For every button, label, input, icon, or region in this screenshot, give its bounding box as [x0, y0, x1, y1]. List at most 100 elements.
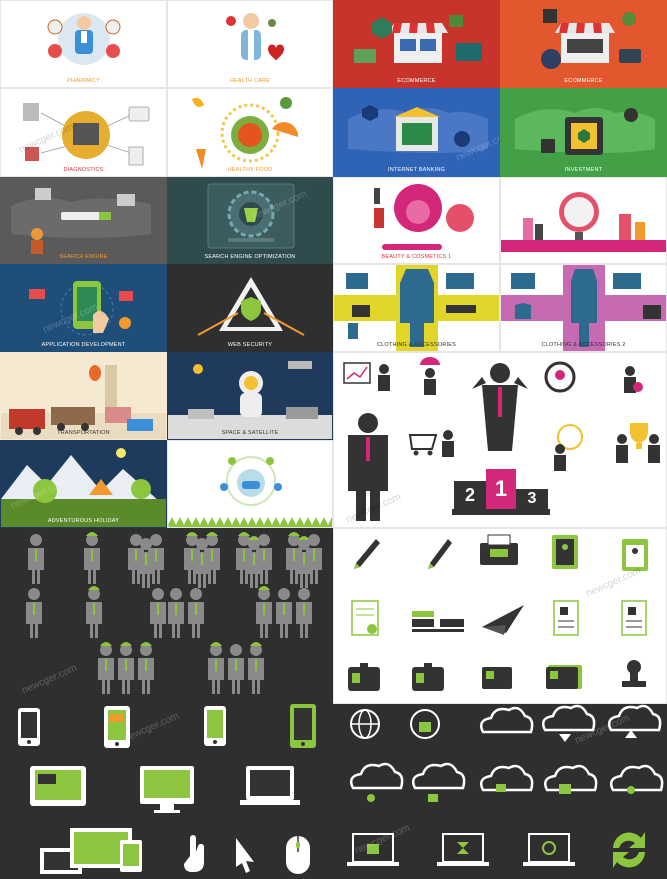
- presentation-icon: [343, 362, 390, 391]
- id-card-icon: [621, 600, 647, 636]
- shop-icon: [354, 15, 482, 63]
- tile-caption: APPLICATION DEVELOPMENT: [41, 342, 126, 348]
- refresh-icon: [613, 832, 645, 868]
- tile-health-care[interactable]: HEALTH CARE: [167, 0, 333, 88]
- tile-clothing-2[interactable]: CLOTHING & ACCESSORIES 2: [500, 264, 667, 352]
- safe-icon: [515, 108, 655, 155]
- notebook-icon: [552, 535, 578, 569]
- badge-icon: [348, 663, 380, 691]
- globe-lock-icon: [410, 709, 440, 739]
- apple-icon: [192, 97, 299, 169]
- id-card-icon: [553, 600, 579, 636]
- books-icon: [412, 611, 464, 632]
- podium-icon: [452, 469, 550, 515]
- tile-caption: BEAUTY & COSMETICS 1: [381, 254, 452, 260]
- tile-internet-banking[interactable]: newcger.com INTERNET BANKING: [333, 88, 500, 177]
- tile-caption: ADVENTUROUS HOLIDAY: [47, 518, 120, 524]
- devices-icon: [40, 828, 142, 874]
- tile-caption: WEB SECURITY: [227, 342, 273, 348]
- tile-beauty-2[interactable]: BEAUTY & COSMETICS 2: [500, 177, 667, 264]
- tile-seo[interactable]: newcger.com SEARCH ENGINE OPTIMIZATION: [167, 177, 333, 264]
- badge-icon: [412, 663, 444, 691]
- tile-healthy-food[interactable]: HEALTHY FOOD: [167, 88, 333, 177]
- tile-transportation[interactable]: TRANSPORTATION: [0, 352, 167, 440]
- tile-caption: DIAGNOSTICS: [63, 167, 104, 173]
- tile-ecommerce-2[interactable]: ECOMMERCE: [500, 0, 667, 88]
- gear-icon: [207, 183, 295, 249]
- tile-caption: SEARCH ENGINE: [59, 254, 108, 260]
- devices-panel: newcger.com: [0, 704, 333, 879]
- pharmacy-icon: [47, 13, 121, 65]
- podium-third: 3: [527, 490, 537, 507]
- search-icon: [11, 188, 151, 254]
- phone-icon: [29, 281, 133, 336]
- eco-icon: [168, 456, 332, 527]
- business-card-icon: [482, 667, 512, 689]
- business-panel: 2 1 3 newcger.com: [333, 352, 667, 528]
- podium-first: 1: [494, 476, 508, 501]
- tile-caption: INTERNET BANKING: [388, 167, 445, 173]
- mouse-icon: [286, 836, 310, 874]
- pen-icon: [354, 539, 380, 569]
- tile-caption: ECOMMERCE: [564, 78, 603, 84]
- tile-caption: TRANSPORTATION: [57, 430, 110, 436]
- podium-second: 2: [464, 484, 475, 505]
- tile-caption: SPACE & SATELLITE: [221, 430, 279, 436]
- tile-app-dev[interactable]: newcger.com APPLICATION DEVELOPMENT: [0, 264, 167, 352]
- tile-beauty-1[interactable]: BEAUTY & COSMETICS 1: [333, 177, 500, 264]
- document-icon: [351, 600, 379, 636]
- tile-eco[interactable]: [167, 440, 333, 528]
- business-card-icon: [546, 665, 582, 689]
- tile-space[interactable]: SPACE & SATELLITE: [167, 352, 333, 440]
- paper-plane-icon: [482, 605, 524, 635]
- tile-caption: HEALTH CARE: [229, 78, 271, 84]
- cloud-lock-icon: [479, 764, 534, 792]
- tile-caption: CLOTHING & ACCESSORIES 2: [541, 342, 626, 348]
- cloud-upload-icon: [607, 704, 662, 738]
- tablet-icon: [30, 766, 86, 806]
- tile-search-engine[interactable]: SEARCH ENGINE: [0, 177, 167, 264]
- clothing-icon: [501, 265, 666, 351]
- shield-icon: [197, 277, 305, 336]
- cloud-sync-icon: [609, 764, 664, 794]
- tile-ecommerce-1[interactable]: ECOMMERCE: [333, 0, 500, 88]
- stamp-icon: [622, 660, 646, 687]
- shop-icon: [541, 9, 641, 69]
- tile-diagnostics[interactable]: newcger.com DIAGNOSTICS: [0, 88, 167, 177]
- tile-caption: ECOMMERCE: [397, 78, 436, 84]
- tile-caption: CLOTHING & ACCESSORIES: [377, 342, 456, 348]
- businessman-icon: [343, 357, 660, 521]
- tile-holiday[interactable]: newcger.com ADVENTUROUS HOLIDAY: [0, 440, 167, 528]
- laptop-hourglass-icon: [437, 833, 489, 866]
- office-panel: newcger.com: [333, 528, 667, 704]
- tile-caption: SEARCH ENGINE OPTIMIZATION: [204, 254, 296, 260]
- laptop-lock-icon: [347, 833, 399, 866]
- fax-icon: [480, 534, 518, 565]
- globe-icon: [350, 709, 380, 739]
- cloud-panel: newcger.com newcger.com: [333, 704, 667, 879]
- cloud-check-icon: [543, 764, 598, 794]
- clipboard-icon: [622, 539, 648, 571]
- tile-caption: HEALTHY FOOD: [227, 167, 273, 173]
- tile-caption: PHARMACY: [67, 78, 100, 84]
- monitor-icon: [140, 766, 194, 813]
- phone-icon: [18, 708, 40, 746]
- laptop-icon: [240, 766, 300, 805]
- cosmetics-icon: [374, 184, 474, 250]
- cloud-icon: [479, 706, 534, 734]
- laptop-refresh-icon: [523, 833, 575, 866]
- arrow-cursor-icon: [236, 838, 254, 873]
- tile-investment[interactable]: INVESTMENT: [500, 88, 667, 177]
- tile-web-security[interactable]: WEB SECURITY: [167, 264, 333, 352]
- phone-icon: [204, 706, 226, 746]
- phone-icon: [104, 706, 130, 748]
- cloud-icon: [349, 762, 404, 802]
- vehicles-icon: [1, 365, 166, 439]
- phone-icon: [290, 704, 316, 748]
- health-care-icon: [226, 13, 284, 61]
- microscope-icon: [23, 103, 150, 166]
- tile-clothing-1[interactable]: CLOTHING & ACCESSORIES: [333, 264, 500, 352]
- mirror-icon: [501, 192, 666, 252]
- tile-pharmacy[interactable]: PHARMACY: [0, 0, 167, 88]
- clothing-icon: [334, 265, 499, 351]
